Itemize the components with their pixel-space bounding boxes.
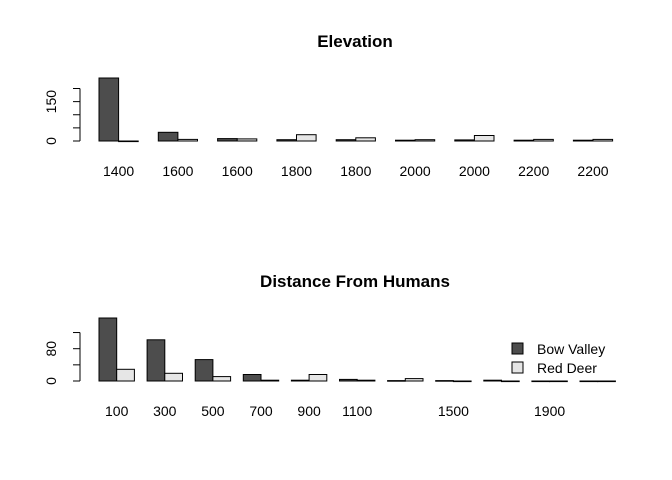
bar-bow-valley (98, 77, 120, 142)
bar-bow-valley (290, 379, 310, 382)
x-tick-label: 1600 (162, 163, 193, 179)
bar-red-deer (212, 376, 232, 382)
bar-bow-valley (454, 139, 475, 142)
x-tick-label: 1900 (534, 403, 565, 419)
x-tick-label: 900 (297, 403, 321, 419)
bar-red-deer (116, 368, 135, 382)
bar-red-deer (308, 374, 328, 382)
x-tick-label: 700 (249, 403, 273, 419)
x-tick-label: 2200 (518, 163, 549, 179)
x-tick-label: 1100 (342, 403, 372, 419)
bar-red-deer (414, 139, 436, 142)
y-tick-label: 0 (43, 377, 59, 385)
elevation-panel: Elevation 1400 1600 1600 1800 1800 2000 2000 22… (43, 32, 614, 179)
y-tick-label: 0 (43, 137, 59, 145)
bar-red-deer (164, 372, 184, 382)
elevation-title: Elevation (317, 32, 393, 51)
bar-red-deer (549, 380, 568, 383)
bar-bow-valley (531, 380, 551, 383)
legend-swatch-red-deer (511, 361, 524, 374)
bar-red-deer (177, 138, 198, 142)
bar-bow-valley (483, 379, 502, 382)
x-tick-label: 500 (201, 403, 225, 419)
bar-bow-valley (572, 139, 594, 142)
x-tick-label: 2200 (577, 163, 608, 179)
bar-bow-valley (513, 139, 535, 142)
bar-bow-valley (98, 317, 118, 382)
distance-title: Distance From Humans (260, 272, 450, 291)
bar-bow-valley (157, 131, 179, 142)
y-tick-label: 80 (43, 341, 59, 357)
bar-red-deer (355, 137, 376, 142)
legend-swatch-bow-valley (511, 342, 524, 355)
bar-red-deer (533, 138, 554, 142)
bar-bow-valley (217, 138, 238, 142)
bar-red-deer (501, 380, 520, 383)
y-tick-label: 150 (43, 90, 59, 114)
bar-red-deer (592, 138, 614, 142)
x-tick-label: 1800 (340, 163, 371, 179)
bar-bow-valley (276, 139, 297, 142)
x-tick-label: 2000 (459, 163, 490, 179)
bar-red-deer (118, 140, 139, 143)
bar-red-deer (473, 135, 495, 142)
x-tick-label: 300 (153, 403, 177, 419)
bar-bow-valley (387, 380, 406, 382)
bar-red-deer (356, 379, 376, 382)
bar-red-deer (236, 138, 258, 142)
bar-red-deer (260, 379, 280, 382)
bar-red-deer (452, 380, 472, 383)
x-tick-label: 1400 (103, 163, 134, 179)
bar-bow-valley (194, 359, 214, 382)
legend-label-bow-valley: Bow Valley (537, 341, 605, 357)
bar-red-deer (404, 378, 424, 382)
x-tick-label: 1600 (222, 163, 253, 179)
bar-bow-valley (146, 339, 166, 382)
bar-red-deer (597, 380, 616, 383)
x-tick-label: 2000 (400, 163, 431, 179)
bar-bow-valley (435, 380, 454, 382)
bar-bow-valley (579, 380, 599, 383)
bar-red-deer (296, 134, 317, 142)
bar-bow-valley (242, 374, 262, 382)
x-tick-label: 1800 (281, 163, 312, 179)
bar-bow-valley (339, 378, 358, 382)
distance-panel: Distance From Humans 100 300 500 700 900 1100… (43, 272, 616, 419)
x-tick-label: 100 (105, 403, 129, 419)
legend-label-red-deer: Red Deer (537, 360, 597, 376)
x-tick-label: 1500 (438, 403, 469, 419)
bar-bow-valley (335, 139, 357, 142)
bar-bow-valley (395, 139, 416, 142)
